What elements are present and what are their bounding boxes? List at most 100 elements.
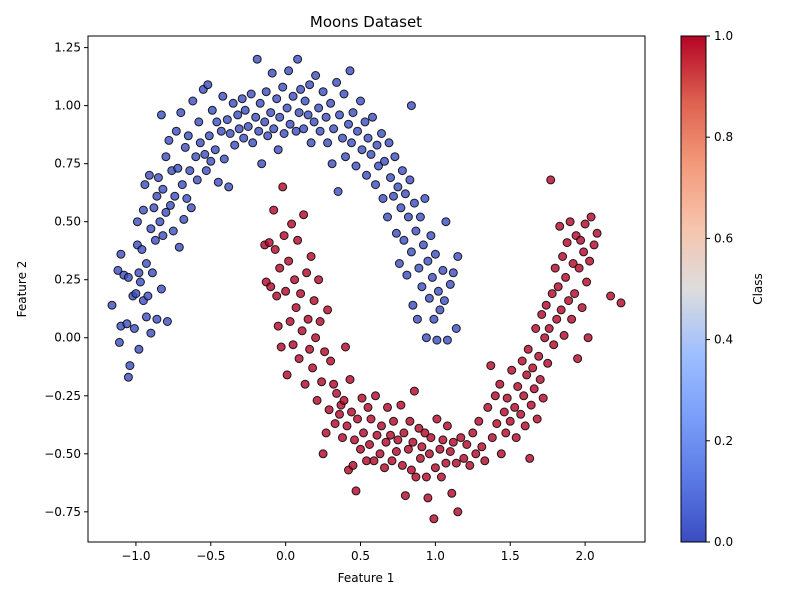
x-tick-label: −1.0 (121, 549, 150, 563)
data-point-class-0 (360, 117, 370, 127)
data-point-class-0 (170, 191, 180, 201)
data-point-class-1 (387, 456, 397, 466)
data-point-class-0 (402, 270, 412, 280)
data-point-class-1 (490, 391, 500, 401)
data-point-class-0 (338, 133, 347, 143)
data-point-class-0 (152, 191, 162, 201)
data-point-class-0 (125, 361, 135, 371)
data-point-class-0 (318, 87, 328, 97)
data-point-class-1 (525, 453, 535, 463)
data-point-class-0 (153, 173, 163, 183)
data-point-class-1 (391, 447, 401, 456)
x-axis: −1.0 −0.5 0.0 0.5 1.0 1.5 2.0 (121, 542, 595, 563)
data-point-class-0 (391, 228, 401, 238)
data-point-class-1 (305, 344, 315, 354)
data-point-class-1 (510, 402, 520, 412)
data-point-class-1 (290, 275, 300, 285)
data-point-class-0 (206, 156, 216, 166)
data-point-class-1 (430, 463, 440, 473)
data-point-class-0 (254, 126, 264, 136)
data-point-class-0 (204, 131, 214, 141)
data-point-class-1 (502, 393, 512, 403)
data-point-class-1 (538, 393, 548, 403)
data-point-class-1 (356, 444, 365, 454)
data-point-class-0 (164, 135, 174, 145)
chart-title: Moons Dataset (310, 13, 422, 31)
data-point-class-0 (162, 317, 172, 326)
data-point-class-0 (323, 138, 333, 148)
data-point-class-1 (441, 458, 451, 468)
data-point-class-1 (383, 402, 392, 412)
data-point-class-1 (445, 447, 455, 456)
data-point-class-1 (266, 282, 276, 292)
y-tick-label: 1.25 (54, 41, 81, 55)
data-point-class-1 (408, 437, 418, 447)
data-point-class-0 (261, 87, 271, 97)
data-point-class-1 (499, 407, 509, 417)
data-point-class-1 (549, 340, 559, 350)
data-point-class-0 (114, 337, 124, 347)
data-point-class-0 (273, 145, 283, 155)
data-point-class-0 (406, 101, 416, 111)
colorbar (680, 35, 707, 543)
data-point-class-0 (405, 175, 415, 185)
data-point-class-1 (552, 314, 562, 324)
data-point-class-1 (555, 221, 565, 231)
data-point-class-1 (534, 351, 544, 361)
data-point-class-1 (511, 433, 521, 443)
data-point-class-1 (531, 324, 541, 333)
data-point-class-1 (339, 395, 349, 405)
data-point-class-1 (281, 286, 291, 296)
data-point-class-0 (327, 159, 337, 169)
data-point-class-0 (377, 129, 386, 138)
data-point-class-1 (495, 379, 505, 389)
data-point-class-0 (344, 119, 353, 129)
data-point-class-0 (171, 126, 181, 136)
data-point-class-0 (441, 217, 451, 227)
x-tick-label: 1.0 (426, 549, 445, 563)
data-point-class-1 (273, 321, 283, 331)
data-point-class-1 (296, 289, 306, 299)
data-point-class-1 (561, 272, 571, 282)
data-point-class-1 (483, 402, 493, 412)
data-point-class-1 (269, 205, 279, 215)
data-point-class-0 (183, 131, 193, 141)
data-point-class-1 (421, 472, 431, 482)
data-point-class-1 (320, 347, 330, 357)
data-point-class-1 (436, 472, 446, 482)
data-point-class-0 (409, 198, 419, 208)
data-point-class-0 (430, 249, 440, 259)
data-point-class-0 (306, 138, 316, 148)
data-point-class-1 (585, 256, 595, 266)
data-point-class-1 (535, 375, 545, 384)
data-point-class-0 (237, 94, 247, 104)
data-point-class-1 (474, 416, 484, 426)
data-point-class-1 (577, 303, 587, 313)
data-point-class-0 (396, 203, 406, 213)
data-point-class-1 (540, 333, 550, 343)
data-point-class-1 (522, 370, 532, 380)
data-point-class-0 (296, 84, 306, 94)
data-point-class-0 (123, 272, 133, 282)
data-point-class-1 (294, 354, 304, 364)
data-point-class-0 (284, 66, 294, 76)
data-point-class-1 (565, 217, 575, 227)
data-point-class-1 (324, 405, 334, 415)
data-point-class-1 (335, 409, 344, 419)
data-point-class-1 (369, 456, 379, 466)
data-point-class-1 (438, 435, 448, 445)
data-point-class-0 (123, 372, 133, 382)
data-point-class-1 (417, 442, 427, 452)
data-point-class-0 (368, 112, 377, 122)
data-point-class-1 (365, 440, 374, 449)
y-tick-label: −0.75 (44, 505, 81, 519)
data-point-class-1 (420, 428, 430, 438)
data-point-class-0 (218, 91, 228, 101)
data-point-class-0 (294, 108, 304, 118)
data-point-class-0 (246, 89, 256, 99)
data-point-class-1 (396, 400, 406, 410)
data-point-class-0 (272, 94, 282, 104)
data-point-class-0 (155, 217, 165, 227)
data-point-class-1 (332, 388, 342, 398)
data-point-class-1 (496, 449, 506, 459)
